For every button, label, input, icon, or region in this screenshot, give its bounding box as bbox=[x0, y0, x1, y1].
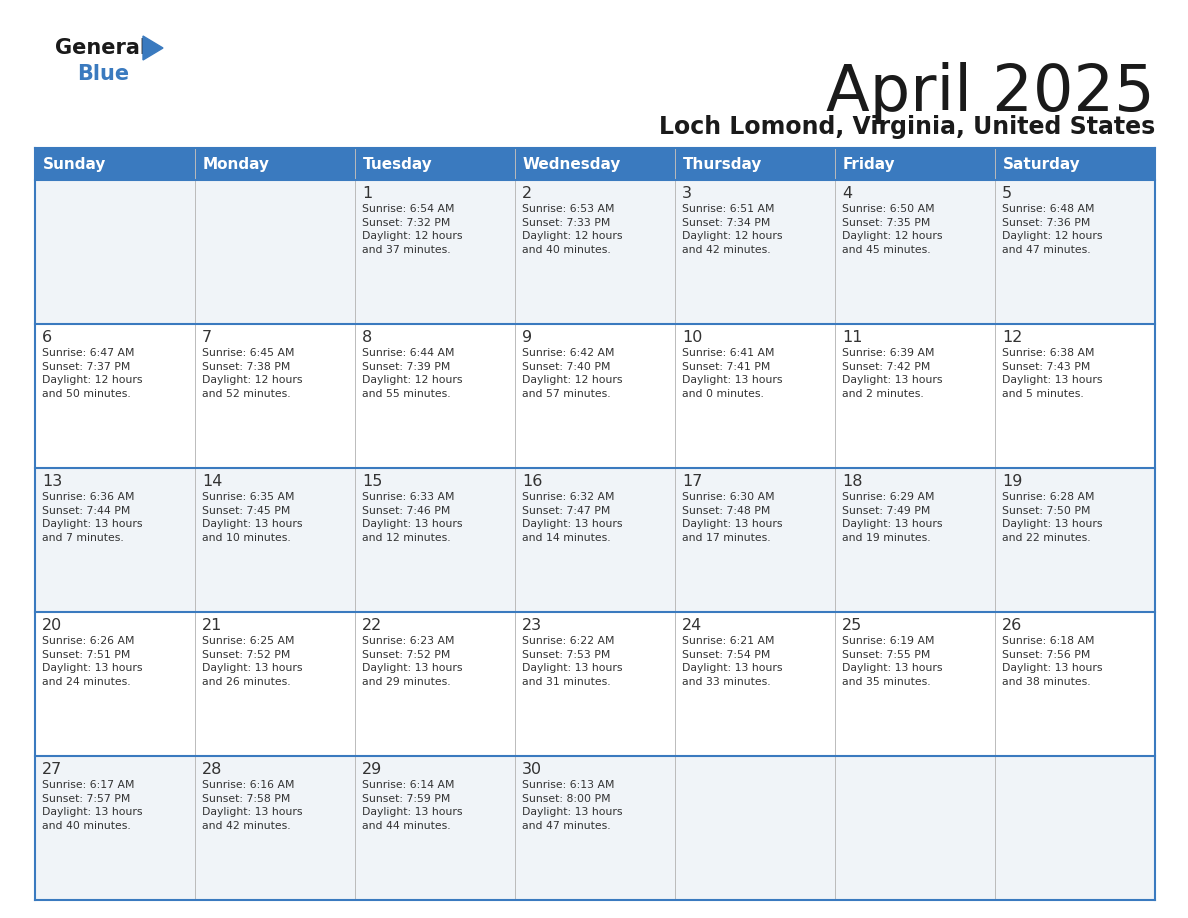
Text: Sunrise: 6:54 AM
Sunset: 7:32 PM
Daylight: 12 hours
and 37 minutes.: Sunrise: 6:54 AM Sunset: 7:32 PM Dayligh… bbox=[362, 204, 462, 255]
Text: Sunrise: 6:25 AM
Sunset: 7:52 PM
Daylight: 13 hours
and 26 minutes.: Sunrise: 6:25 AM Sunset: 7:52 PM Dayligh… bbox=[202, 636, 303, 687]
Text: 7: 7 bbox=[202, 330, 213, 345]
Text: Wednesday: Wednesday bbox=[523, 156, 621, 172]
Text: Tuesday: Tuesday bbox=[364, 156, 432, 172]
Text: Blue: Blue bbox=[77, 64, 129, 84]
Text: Sunrise: 6:26 AM
Sunset: 7:51 PM
Daylight: 13 hours
and 24 minutes.: Sunrise: 6:26 AM Sunset: 7:51 PM Dayligh… bbox=[42, 636, 143, 687]
Text: 29: 29 bbox=[362, 762, 383, 777]
Text: 23: 23 bbox=[522, 618, 542, 633]
Text: Sunrise: 6:53 AM
Sunset: 7:33 PM
Daylight: 12 hours
and 40 minutes.: Sunrise: 6:53 AM Sunset: 7:33 PM Dayligh… bbox=[522, 204, 623, 255]
Text: 9: 9 bbox=[522, 330, 532, 345]
Text: 12: 12 bbox=[1001, 330, 1023, 345]
Text: Sunrise: 6:13 AM
Sunset: 8:00 PM
Daylight: 13 hours
and 47 minutes.: Sunrise: 6:13 AM Sunset: 8:00 PM Dayligh… bbox=[522, 780, 623, 831]
Text: Sunrise: 6:44 AM
Sunset: 7:39 PM
Daylight: 12 hours
and 55 minutes.: Sunrise: 6:44 AM Sunset: 7:39 PM Dayligh… bbox=[362, 348, 462, 398]
Text: Sunrise: 6:21 AM
Sunset: 7:54 PM
Daylight: 13 hours
and 33 minutes.: Sunrise: 6:21 AM Sunset: 7:54 PM Dayligh… bbox=[682, 636, 783, 687]
Text: Sunrise: 6:29 AM
Sunset: 7:49 PM
Daylight: 13 hours
and 19 minutes.: Sunrise: 6:29 AM Sunset: 7:49 PM Dayligh… bbox=[842, 492, 942, 543]
Text: Sunrise: 6:14 AM
Sunset: 7:59 PM
Daylight: 13 hours
and 44 minutes.: Sunrise: 6:14 AM Sunset: 7:59 PM Dayligh… bbox=[362, 780, 462, 831]
Text: Sunrise: 6:19 AM
Sunset: 7:55 PM
Daylight: 13 hours
and 35 minutes.: Sunrise: 6:19 AM Sunset: 7:55 PM Dayligh… bbox=[842, 636, 942, 687]
Text: Sunrise: 6:32 AM
Sunset: 7:47 PM
Daylight: 13 hours
and 14 minutes.: Sunrise: 6:32 AM Sunset: 7:47 PM Dayligh… bbox=[522, 492, 623, 543]
Text: Monday: Monday bbox=[203, 156, 270, 172]
Text: 18: 18 bbox=[842, 474, 862, 489]
Text: April 2025: April 2025 bbox=[826, 62, 1155, 124]
Bar bbox=[34, 468, 1155, 612]
Text: General: General bbox=[55, 38, 147, 58]
Text: Sunrise: 6:51 AM
Sunset: 7:34 PM
Daylight: 12 hours
and 42 minutes.: Sunrise: 6:51 AM Sunset: 7:34 PM Dayligh… bbox=[682, 204, 783, 255]
Text: Thursday: Thursday bbox=[683, 156, 763, 172]
Text: 14: 14 bbox=[202, 474, 222, 489]
Text: 1: 1 bbox=[362, 186, 372, 201]
Text: 8: 8 bbox=[362, 330, 372, 345]
Text: Sunrise: 6:41 AM
Sunset: 7:41 PM
Daylight: 13 hours
and 0 minutes.: Sunrise: 6:41 AM Sunset: 7:41 PM Dayligh… bbox=[682, 348, 783, 398]
Text: Sunrise: 6:45 AM
Sunset: 7:38 PM
Daylight: 12 hours
and 52 minutes.: Sunrise: 6:45 AM Sunset: 7:38 PM Dayligh… bbox=[202, 348, 303, 398]
Bar bbox=[34, 612, 1155, 756]
Text: Loch Lomond, Virginia, United States: Loch Lomond, Virginia, United States bbox=[659, 115, 1155, 139]
Text: Sunrise: 6:47 AM
Sunset: 7:37 PM
Daylight: 12 hours
and 50 minutes.: Sunrise: 6:47 AM Sunset: 7:37 PM Dayligh… bbox=[42, 348, 143, 398]
Text: 22: 22 bbox=[362, 618, 383, 633]
Text: Sunrise: 6:35 AM
Sunset: 7:45 PM
Daylight: 13 hours
and 10 minutes.: Sunrise: 6:35 AM Sunset: 7:45 PM Dayligh… bbox=[202, 492, 303, 543]
Text: Sunrise: 6:42 AM
Sunset: 7:40 PM
Daylight: 12 hours
and 57 minutes.: Sunrise: 6:42 AM Sunset: 7:40 PM Dayligh… bbox=[522, 348, 623, 398]
Text: 11: 11 bbox=[842, 330, 862, 345]
Text: Sunrise: 6:16 AM
Sunset: 7:58 PM
Daylight: 13 hours
and 42 minutes.: Sunrise: 6:16 AM Sunset: 7:58 PM Dayligh… bbox=[202, 780, 303, 831]
Text: Sunrise: 6:33 AM
Sunset: 7:46 PM
Daylight: 13 hours
and 12 minutes.: Sunrise: 6:33 AM Sunset: 7:46 PM Dayligh… bbox=[362, 492, 462, 543]
Text: Sunrise: 6:36 AM
Sunset: 7:44 PM
Daylight: 13 hours
and 7 minutes.: Sunrise: 6:36 AM Sunset: 7:44 PM Dayligh… bbox=[42, 492, 143, 543]
Text: 17: 17 bbox=[682, 474, 702, 489]
Text: 3: 3 bbox=[682, 186, 691, 201]
Text: 28: 28 bbox=[202, 762, 222, 777]
Text: 19: 19 bbox=[1001, 474, 1023, 489]
Bar bbox=[34, 756, 1155, 900]
Text: Saturday: Saturday bbox=[1003, 156, 1081, 172]
Bar bbox=[34, 180, 1155, 324]
Bar bbox=[34, 148, 1155, 180]
Text: Sunrise: 6:18 AM
Sunset: 7:56 PM
Daylight: 13 hours
and 38 minutes.: Sunrise: 6:18 AM Sunset: 7:56 PM Dayligh… bbox=[1001, 636, 1102, 687]
Text: 15: 15 bbox=[362, 474, 383, 489]
Text: 6: 6 bbox=[42, 330, 52, 345]
Text: 30: 30 bbox=[522, 762, 542, 777]
Text: Sunrise: 6:39 AM
Sunset: 7:42 PM
Daylight: 13 hours
and 2 minutes.: Sunrise: 6:39 AM Sunset: 7:42 PM Dayligh… bbox=[842, 348, 942, 398]
Bar bbox=[34, 324, 1155, 468]
Text: 10: 10 bbox=[682, 330, 702, 345]
Text: Sunrise: 6:48 AM
Sunset: 7:36 PM
Daylight: 12 hours
and 47 minutes.: Sunrise: 6:48 AM Sunset: 7:36 PM Dayligh… bbox=[1001, 204, 1102, 255]
Text: Sunrise: 6:22 AM
Sunset: 7:53 PM
Daylight: 13 hours
and 31 minutes.: Sunrise: 6:22 AM Sunset: 7:53 PM Dayligh… bbox=[522, 636, 623, 687]
Polygon shape bbox=[143, 36, 163, 60]
Text: 5: 5 bbox=[1001, 186, 1012, 201]
Text: 26: 26 bbox=[1001, 618, 1022, 633]
Text: 25: 25 bbox=[842, 618, 862, 633]
Text: 13: 13 bbox=[42, 474, 62, 489]
Text: Sunrise: 6:23 AM
Sunset: 7:52 PM
Daylight: 13 hours
and 29 minutes.: Sunrise: 6:23 AM Sunset: 7:52 PM Dayligh… bbox=[362, 636, 462, 687]
Text: 21: 21 bbox=[202, 618, 222, 633]
Text: Sunday: Sunday bbox=[43, 156, 107, 172]
Text: Friday: Friday bbox=[843, 156, 896, 172]
Text: Sunrise: 6:17 AM
Sunset: 7:57 PM
Daylight: 13 hours
and 40 minutes.: Sunrise: 6:17 AM Sunset: 7:57 PM Dayligh… bbox=[42, 780, 143, 831]
Text: Sunrise: 6:38 AM
Sunset: 7:43 PM
Daylight: 13 hours
and 5 minutes.: Sunrise: 6:38 AM Sunset: 7:43 PM Dayligh… bbox=[1001, 348, 1102, 398]
Text: 2: 2 bbox=[522, 186, 532, 201]
Text: 20: 20 bbox=[42, 618, 62, 633]
Text: Sunrise: 6:28 AM
Sunset: 7:50 PM
Daylight: 13 hours
and 22 minutes.: Sunrise: 6:28 AM Sunset: 7:50 PM Dayligh… bbox=[1001, 492, 1102, 543]
Text: 4: 4 bbox=[842, 186, 852, 201]
Text: 27: 27 bbox=[42, 762, 62, 777]
Text: Sunrise: 6:50 AM
Sunset: 7:35 PM
Daylight: 12 hours
and 45 minutes.: Sunrise: 6:50 AM Sunset: 7:35 PM Dayligh… bbox=[842, 204, 942, 255]
Text: 16: 16 bbox=[522, 474, 543, 489]
Text: 24: 24 bbox=[682, 618, 702, 633]
Text: Sunrise: 6:30 AM
Sunset: 7:48 PM
Daylight: 13 hours
and 17 minutes.: Sunrise: 6:30 AM Sunset: 7:48 PM Dayligh… bbox=[682, 492, 783, 543]
